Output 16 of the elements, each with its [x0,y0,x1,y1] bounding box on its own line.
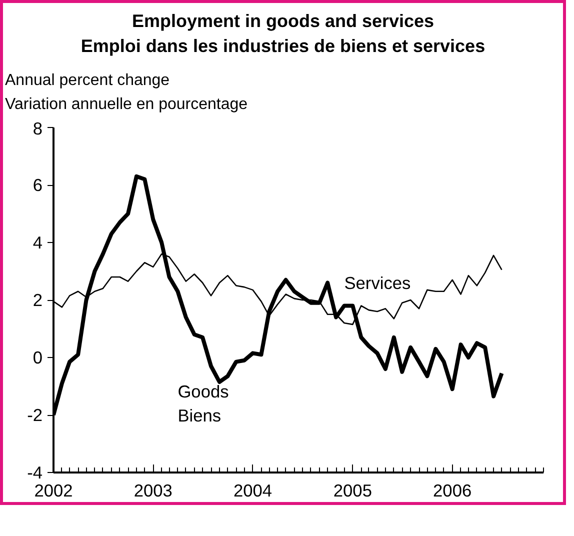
series-label: Goods Biens [178,382,230,426]
y-tick-label: 8 [32,118,43,139]
x-tick-label: 2006 [433,480,472,501]
y-tick-label: 4 [32,232,43,253]
y-tick-label: -2 [27,405,43,426]
x-tick-label: 2004 [234,480,272,501]
series-label: Services [344,273,412,294]
y-tick-label: -4 [27,462,43,483]
y-tick-label: 6 [32,175,43,196]
x-tick-label: 2005 [333,480,372,501]
x-tick-label: 2003 [134,480,172,501]
x-tick-label: 2002 [34,480,73,501]
chart-title: Employment in goods and services Emploi dans les industries de biens et services [80,10,486,58]
chart-subtitle: Annual percent change Variation annuelle en pourcentage [5,71,248,116]
y-tick-label: 0 [32,348,43,368]
y-tick-label: 2 [32,290,43,310]
